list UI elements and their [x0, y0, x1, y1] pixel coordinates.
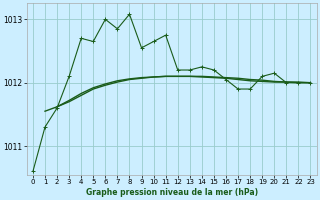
X-axis label: Graphe pression niveau de la mer (hPa): Graphe pression niveau de la mer (hPa)	[86, 188, 258, 197]
